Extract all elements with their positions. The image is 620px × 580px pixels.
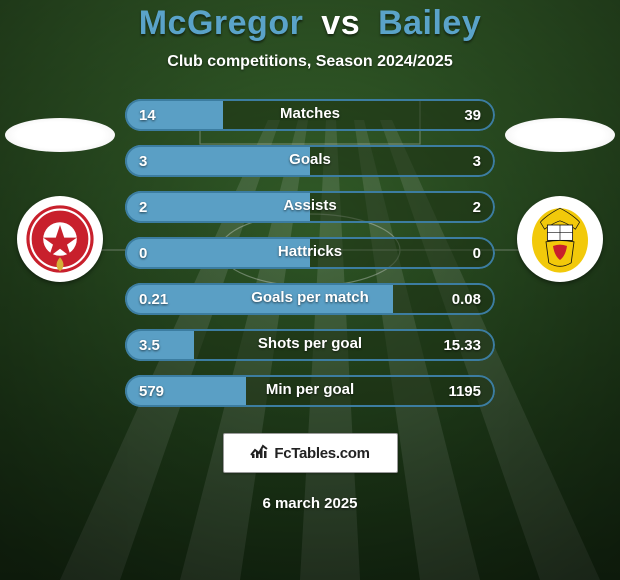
stat-row: 3 Goals 3 <box>125 145 495 177</box>
subtitle: Club competitions, Season 2024/2025 <box>167 53 452 71</box>
stat-row: 0.21 Goals per match 0.08 <box>125 283 495 315</box>
stat-fill-right <box>223 99 495 131</box>
stat-value-right: 0.08 <box>452 291 481 308</box>
stat-value-right: 15.33 <box>443 337 481 354</box>
stat-label: Assists <box>283 197 336 214</box>
player-right-column <box>500 118 620 282</box>
player-right-silhouette <box>505 118 615 152</box>
stat-row: 579 Min per goal 1195 <box>125 375 495 407</box>
stat-value-left: 3.5 <box>139 337 160 354</box>
stat-row: 3.5 Shots per goal 15.33 <box>125 329 495 361</box>
swindon-crest-icon: 1879 <box>25 204 95 274</box>
team-right-crest <box>517 196 603 282</box>
stat-fill-left <box>125 145 310 177</box>
stat-row: 14 Matches 39 <box>125 99 495 131</box>
stat-value-left: 0 <box>139 245 147 262</box>
stat-label: Matches <box>280 105 340 122</box>
stat-label: Hattricks <box>278 243 342 260</box>
stat-fill-right <box>310 191 495 223</box>
stat-fill-left <box>125 191 310 223</box>
stat-value-right: 3 <box>473 153 481 170</box>
chart-icon <box>250 443 268 464</box>
stat-value-left: 14 <box>139 107 156 124</box>
stat-label: Shots per goal <box>258 335 362 352</box>
title-player-a: McGregor <box>139 4 304 42</box>
svg-text:1879: 1879 <box>53 238 68 245</box>
stat-value-right: 0 <box>473 245 481 262</box>
stat-label: Goals per match <box>251 289 369 306</box>
stat-label: Min per goal <box>266 381 354 398</box>
stat-value-left: 0.21 <box>139 291 168 308</box>
stat-value-right: 1195 <box>448 383 481 400</box>
stat-value-left: 579 <box>139 383 164 400</box>
team-left-crest: 1879 <box>17 196 103 282</box>
stat-fill-right <box>310 145 495 177</box>
player-left-column: 1879 <box>0 118 120 282</box>
player-left-silhouette <box>5 118 115 152</box>
comparison-title: McGregor vs Bailey <box>139 4 482 43</box>
date-label: 6 march 2025 <box>262 495 357 512</box>
stat-value-right: 2 <box>473 199 481 216</box>
title-vs: vs <box>321 4 360 42</box>
title-player-b: Bailey <box>378 4 481 42</box>
fctables-watermark[interactable]: FcTables.com <box>223 433 398 473</box>
stat-value-left: 2 <box>139 199 147 216</box>
doncaster-crest-icon <box>525 204 595 274</box>
stat-label: Goals <box>289 151 331 168</box>
stat-value-right: 39 <box>464 107 481 124</box>
stat-row: 2 Assists 2 <box>125 191 495 223</box>
stat-value-left: 3 <box>139 153 147 170</box>
stat-row: 0 Hattricks 0 <box>125 237 495 269</box>
stats-container: 14 Matches 39 3 Goals 3 2 Assists 2 0 Hattricks 0 0.… <box>125 99 495 407</box>
watermark-text: FcTables.com <box>274 445 369 462</box>
